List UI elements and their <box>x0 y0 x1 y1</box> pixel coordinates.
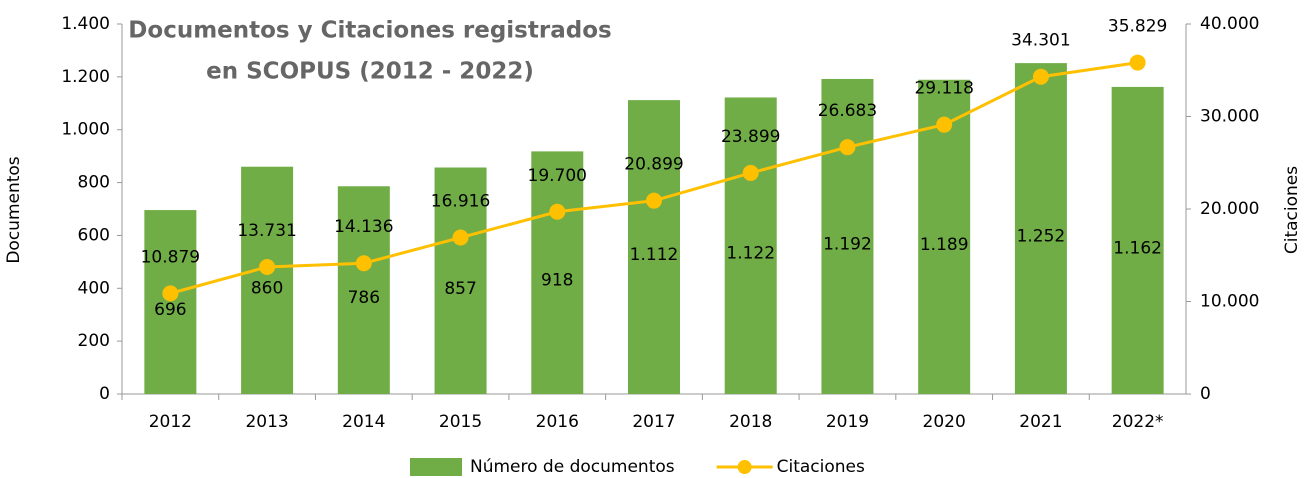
line-value-label: 19.700 <box>528 166 587 186</box>
line-marker <box>1129 54 1146 71</box>
y-tick-label: 1.000 <box>61 120 110 140</box>
y-tick-label: 1.400 <box>61 14 110 34</box>
bar-value-label: 1.122 <box>726 244 775 264</box>
x-tick-label: 2013 <box>245 412 288 432</box>
y2-tick-label: 40.000 <box>1200 14 1259 34</box>
line-value-label: 26.683 <box>818 101 877 121</box>
bar-value-label: 1.252 <box>1017 227 1066 247</box>
line-value-label: 34.301 <box>1011 31 1070 51</box>
line-marker <box>162 285 179 302</box>
bar <box>724 97 777 394</box>
y-tick-label: 0 <box>99 384 110 404</box>
x-tick-label: 2014 <box>342 412 385 432</box>
legend-swatch <box>410 458 462 476</box>
line-value-label: 14.136 <box>334 217 393 237</box>
x-tick-label: 2015 <box>439 412 482 432</box>
line-marker <box>936 116 953 133</box>
legend-label: Número de documentos <box>470 457 675 477</box>
x-tick-label: 2021 <box>1019 412 1062 432</box>
y2-tick-label: 20.000 <box>1200 199 1259 219</box>
bar-value-label: 1.192 <box>823 234 872 254</box>
y-tick-label: 600 <box>78 225 110 245</box>
line-value-label: 35.829 <box>1108 17 1167 37</box>
line-value-label: 29.118 <box>914 79 973 99</box>
y2-axis-label: Citaciones <box>1282 166 1302 254</box>
bar-value-label: 1.112 <box>630 245 679 265</box>
line-marker <box>646 192 662 209</box>
x-tick-label: 2022* <box>1112 412 1164 432</box>
chart-title: Documentos y Citaciones registrados <box>128 18 611 44</box>
line-marker <box>452 229 469 246</box>
line-value-label: 10.879 <box>141 247 200 267</box>
bar <box>434 167 487 394</box>
y-tick-label: 800 <box>78 173 110 193</box>
bar <box>1111 86 1164 395</box>
line-marker <box>742 164 759 181</box>
x-tick-label: 2018 <box>729 412 772 432</box>
line-value-label: 20.899 <box>624 155 683 175</box>
bar <box>1014 63 1067 394</box>
bar <box>337 186 390 394</box>
line-marker <box>549 203 566 220</box>
x-tick-label: 2016 <box>536 412 579 432</box>
bar-value-label: 1.162 <box>1113 238 1162 258</box>
x-tick-label: 2020 <box>923 412 966 432</box>
y2-tick-label: 30.000 <box>1200 107 1259 127</box>
chart-title: en SCOPUS (2012 - 2022) <box>206 59 534 85</box>
bar-value-label: 918 <box>541 271 573 291</box>
line-marker <box>1032 68 1049 85</box>
line-marker <box>259 258 276 275</box>
line-value-label: 13.731 <box>237 221 296 241</box>
y-axis-label: Documentos <box>4 156 24 263</box>
bar-value-label: 1.189 <box>920 235 969 255</box>
bar <box>821 78 874 394</box>
bar <box>628 100 680 394</box>
x-tick-label: 2019 <box>826 412 869 432</box>
line-value-label: 23.899 <box>721 127 780 147</box>
y-tick-label: 1.200 <box>61 67 110 87</box>
bar <box>144 210 197 394</box>
bar-value-label: 696 <box>154 300 186 320</box>
x-tick-label: 2012 <box>149 412 192 432</box>
y2-tick-label: 0 <box>1200 384 1211 404</box>
x-tick-label: 2017 <box>632 412 675 432</box>
line-value-label: 16.916 <box>431 192 490 212</box>
bar <box>531 151 584 394</box>
line-marker <box>839 139 856 156</box>
bar <box>241 166 294 394</box>
y2-tick-label: 10.000 <box>1200 292 1259 312</box>
y-tick-label: 200 <box>78 331 110 351</box>
line-marker <box>355 255 372 272</box>
bar-value-label: 857 <box>444 279 476 299</box>
y-tick-label: 400 <box>78 278 110 298</box>
bar-value-label: 786 <box>348 288 380 308</box>
bar-value-label: 860 <box>251 278 283 298</box>
legend-swatch <box>737 460 752 474</box>
legend-label: Citaciones <box>777 457 865 477</box>
